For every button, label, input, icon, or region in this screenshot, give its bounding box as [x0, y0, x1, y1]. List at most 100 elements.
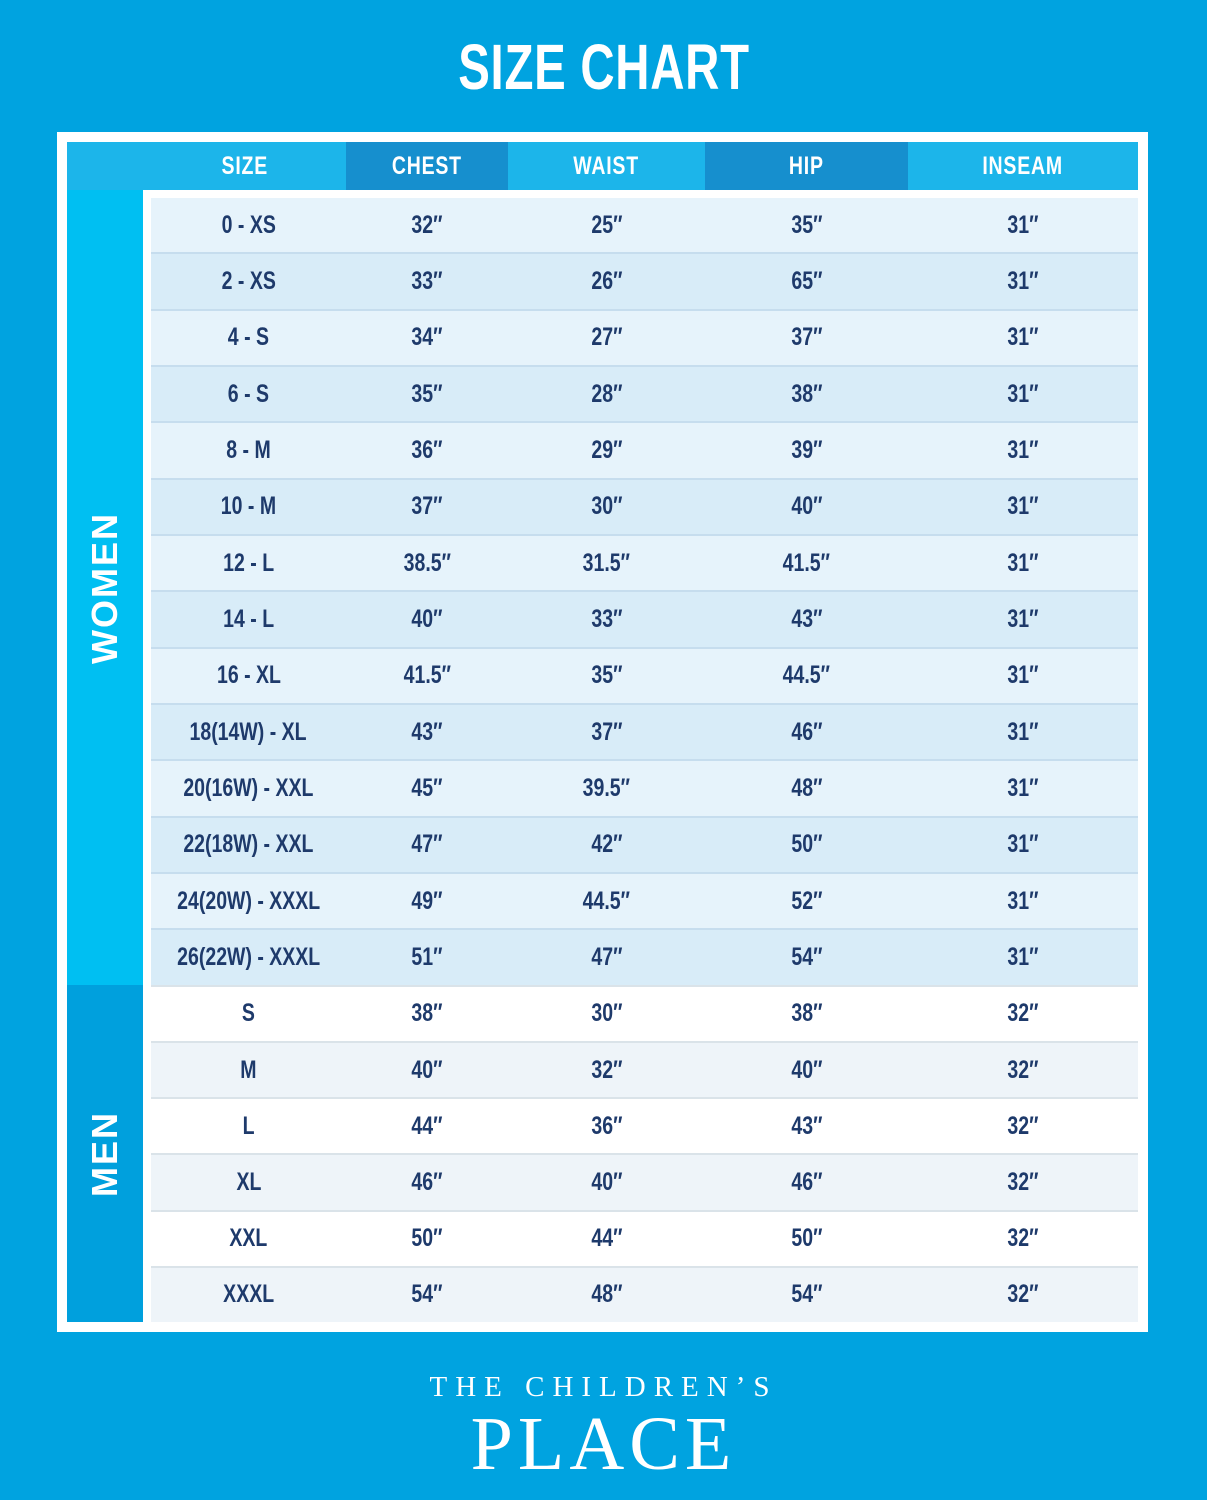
- cell-hip: 48″: [705, 774, 908, 803]
- cell-value: 40″: [590, 1168, 622, 1196]
- column-header-chest: CHEST: [345, 142, 509, 190]
- cell-value: 32″: [1007, 1111, 1039, 1140]
- cell-size: 2 - XS: [151, 267, 346, 296]
- cell-value: 35″: [411, 379, 443, 408]
- cell-value: 29″: [590, 436, 622, 465]
- cell-value: 48″: [790, 774, 822, 803]
- cell-value: 31″: [1007, 492, 1039, 521]
- cell-value: 32″: [1007, 1055, 1039, 1084]
- cell-chest: 54″: [346, 1280, 508, 1309]
- cell-value: 22(18W) - XXL: [183, 830, 314, 859]
- table-header-row: SIZE CHEST WAIST HIP INSEAM: [67, 142, 1138, 190]
- cell-value: XXL: [229, 1224, 268, 1253]
- cell-value: 39″: [790, 436, 822, 465]
- men-section-label: MEN: [84, 1110, 125, 1197]
- table-row: 0 - XS 32″ 25″ 35″ 31″: [151, 198, 1138, 253]
- cell-value: 37″: [411, 492, 443, 521]
- column-header-inseam-text: INSEAM: [982, 151, 1064, 180]
- size-table-inner: SIZE CHEST WAIST HIP INSEAM WOMEN MEN: [67, 142, 1138, 1323]
- cell-value: 16 - XL: [216, 661, 281, 690]
- cell-hip: 43″: [705, 605, 908, 634]
- cell-value: S: [241, 999, 256, 1028]
- cell-value: 52″: [790, 886, 822, 915]
- cell-size: 14 - L: [151, 605, 346, 634]
- cell-inseam: 31″: [908, 887, 1138, 916]
- cell-chest: 47″: [346, 830, 508, 859]
- cell-chest: 43″: [346, 718, 508, 747]
- cell-value: 43″: [790, 605, 822, 634]
- page-title-text: SIZE CHART: [457, 31, 750, 103]
- cell-inseam: 31″: [908, 774, 1138, 803]
- cell-size: 4 - S: [151, 323, 346, 352]
- cell-chest: 40″: [346, 605, 508, 634]
- cell-value: 65″: [790, 267, 822, 296]
- cell-value: 33″: [411, 267, 443, 296]
- cell-waist: 44″: [508, 1224, 705, 1253]
- table-row: 4 - S 34″ 27″ 37″ 31″: [151, 308, 1138, 366]
- cell-value: 18(14W) - XL: [189, 717, 308, 746]
- cell-waist: 30″: [508, 999, 705, 1028]
- table-row: XL 46″ 40″ 46″ 32″: [151, 1153, 1138, 1210]
- cell-value: 31″: [1007, 717, 1039, 746]
- cell-value: 43″: [790, 1111, 822, 1140]
- table-row: 18(14W) - XL 43″ 37″ 46″ 31″: [151, 703, 1138, 760]
- column-header-inseam: INSEAM: [907, 142, 1138, 190]
- cell-value: 26(22W) - XXXL: [176, 943, 321, 972]
- cell-waist: 39.5″: [508, 774, 705, 803]
- men-section-band: MEN: [67, 985, 143, 1322]
- cell-waist: 35″: [508, 661, 705, 690]
- cell-inseam: 32″: [908, 1280, 1138, 1309]
- cell-value: 31″: [1007, 661, 1039, 690]
- cell-value: 31″: [1007, 210, 1039, 239]
- cell-inseam: 31″: [908, 943, 1138, 972]
- cell-value: 50″: [790, 830, 822, 859]
- cell-value: 31″: [1007, 943, 1039, 972]
- cell-size: 8 - M: [151, 436, 346, 465]
- table-row: 14 - L 40″ 33″ 43″ 31″: [151, 590, 1138, 647]
- cell-size: 16 - XL: [151, 661, 346, 690]
- cell-inseam: 31″: [908, 830, 1138, 859]
- cell-value: 32″: [1007, 999, 1039, 1028]
- cell-inseam: 31″: [908, 380, 1138, 409]
- cell-value: 47″: [590, 943, 622, 972]
- cell-value: 20(16W) - XXL: [183, 774, 314, 803]
- cell-size: 6 - S: [151, 380, 346, 409]
- cell-value: 43″: [411, 717, 443, 746]
- women-section-band: WOMEN: [67, 190, 143, 985]
- table-row: 6 - S 35″ 28″ 38″ 31″: [151, 365, 1138, 422]
- cell-chest: 38.5″: [346, 549, 508, 578]
- women-rows: 0 - XS 32″ 25″ 35″ 31″ 2 - XS 33″ 26″ 65…: [151, 198, 1138, 985]
- cell-hip: 50″: [705, 830, 908, 859]
- cell-hip: 54″: [705, 943, 908, 972]
- cell-hip: 46″: [705, 718, 908, 747]
- brand-logo: THE CHILDREN’S PLACE: [0, 1371, 1207, 1482]
- cell-size: S: [151, 999, 346, 1028]
- table-row: 16 - XL 41.5″ 35″ 44.5″ 31″: [151, 646, 1138, 704]
- cell-value: 32″: [1007, 1280, 1039, 1309]
- cell-size: 10 - M: [151, 492, 346, 521]
- cell-waist: 36″: [508, 1112, 705, 1141]
- table-row: M 40″ 32″ 40″ 32″: [151, 1041, 1138, 1098]
- cell-value: 35″: [790, 210, 822, 239]
- cell-waist: 28″: [508, 380, 705, 409]
- cell-value: 44.5″: [782, 661, 831, 690]
- cell-waist: 40″: [508, 1168, 705, 1197]
- cell-inseam: 31″: [908, 492, 1138, 521]
- cell-value: 30″: [590, 492, 622, 521]
- cell-waist: 27″: [508, 323, 705, 352]
- cell-value: 40″: [411, 1055, 443, 1084]
- cell-hip: 40″: [705, 492, 908, 521]
- cell-chest: 38″: [346, 999, 508, 1028]
- cell-value: 36″: [411, 436, 443, 465]
- cell-value: 31″: [1007, 830, 1039, 859]
- column-header-waist-text: WAIST: [573, 151, 640, 180]
- column-header-size-text: SIZE: [221, 151, 268, 180]
- cell-size: 24(20W) - XXXL: [151, 887, 346, 916]
- cell-value: 48″: [590, 1280, 622, 1309]
- cell-value: L: [242, 1111, 255, 1140]
- cell-size: 22(18W) - XXL: [151, 830, 346, 859]
- cell-value: 24(20W) - XXXL: [176, 886, 321, 915]
- cell-hip: 54″: [705, 1280, 908, 1309]
- cell-chest: 51″: [346, 943, 508, 972]
- cell-waist: 42″: [508, 830, 705, 859]
